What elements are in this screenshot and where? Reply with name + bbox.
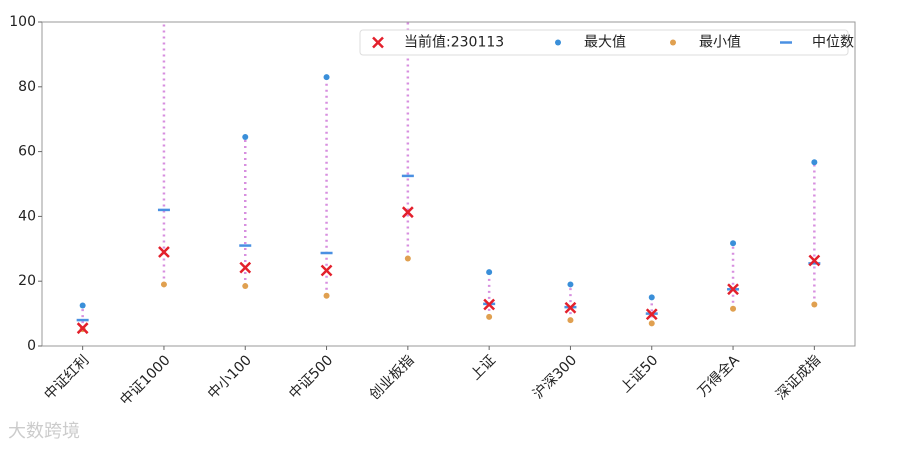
dot-marker [79,302,86,309]
plot-area [76,22,821,335]
y-tick-label: 40 [18,208,36,224]
legend-marker [670,39,676,46]
dot-marker [811,159,818,166]
dot-marker [567,281,574,288]
x-tick-label: 中证1000 [117,352,173,408]
x-tick-label: 深证成指 [773,352,824,403]
x-tick-label: 中小100 [205,352,255,402]
x-tick-label: 中证500 [286,352,336,402]
plot-frame [41,21,856,347]
current-marker [401,206,414,219]
y-tick-label: 60 [18,144,36,160]
dot-marker [323,292,330,299]
legend-marker [372,36,384,49]
legend-label: 当前值:230113 [404,34,504,51]
legend-box [359,29,849,56]
x-tick-label: 创业板指 [367,352,418,403]
legend-label: 中位数 [812,35,854,51]
current-marker [727,283,739,296]
legend-marker [555,39,561,46]
y-tick-label: 20 [18,273,36,289]
dot-marker [567,317,574,324]
x-tick-label: 上证 [468,352,499,383]
legend-label: 最小值 [699,35,741,51]
dot-marker [648,320,655,327]
x-tick-label: 中证红利 [41,352,92,403]
dot-marker [486,313,493,320]
dot-marker [242,283,249,290]
current-marker [158,246,170,258]
current-marker [239,261,252,274]
current-marker [320,264,333,277]
watermark: 大数跨境 [8,421,80,442]
dot-marker [648,294,655,301]
y-tick-label: 80 [18,79,36,95]
y-tick-label: 100 [9,14,36,30]
x-tick-label: 万得全A [694,351,743,400]
dot-marker [811,301,818,308]
current-marker [483,298,496,311]
current-marker [564,301,577,314]
x-tick-label: 上证50 [618,352,662,396]
dot-marker [323,74,330,81]
dot-marker [242,134,249,141]
dot-marker [486,269,493,276]
current-marker [808,254,821,267]
dot-marker [160,281,167,288]
dot-marker [730,240,737,247]
dot-marker [404,255,411,262]
legend-label: 最大值 [584,35,626,51]
x-tick-label: 沪深300 [530,352,580,402]
dot-marker [730,305,737,312]
current-marker [645,308,658,321]
y-tick-label: 0 [27,338,36,354]
current-marker [76,322,89,335]
